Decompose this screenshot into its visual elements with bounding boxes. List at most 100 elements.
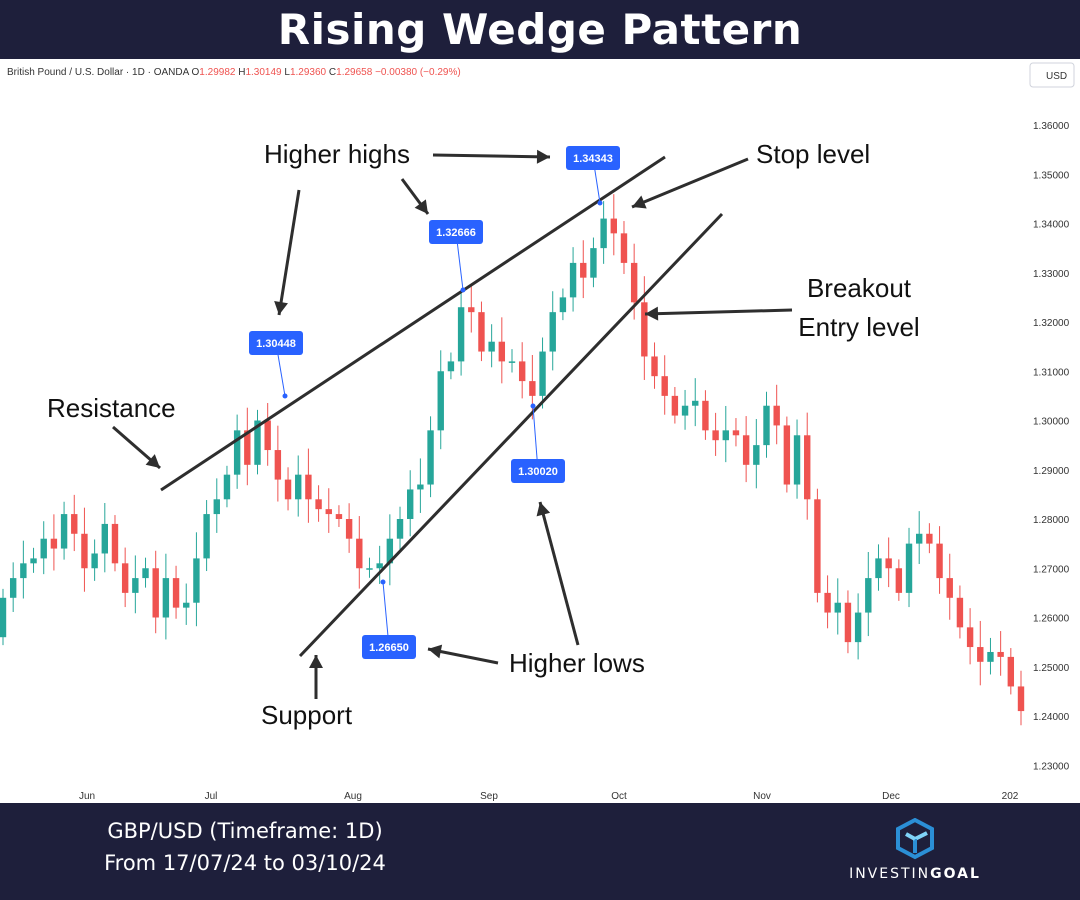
- candle-body: [946, 578, 953, 598]
- candle-body: [498, 341, 506, 362]
- candle-body: [722, 430, 729, 441]
- breakout-label: Breakout: [807, 273, 912, 303]
- cube-logo-icon: [896, 818, 934, 860]
- candle-body: [559, 297, 567, 313]
- candle-body: [508, 361, 516, 363]
- candle-body: [630, 262, 638, 303]
- y-tick-label: 1.35000: [1033, 170, 1070, 181]
- candle-body: [518, 361, 526, 382]
- higher-lows-arrow-head: [536, 502, 551, 517]
- candle-body: [193, 558, 200, 603]
- higher-highs-arrow-head: [274, 301, 288, 315]
- higher-highs-arrow-shaft: [277, 189, 301, 316]
- candle-body: [9, 578, 17, 598]
- x-tick-label: Jun: [79, 791, 95, 802]
- price-marker-dot: [597, 200, 603, 206]
- candle-body: [152, 568, 159, 618]
- candle-body: [457, 307, 465, 362]
- candle-body: [81, 533, 88, 569]
- candle-body: [692, 400, 699, 406]
- footer-date-range: From 17/07/24 to 03/10/24: [104, 851, 386, 875]
- candle-body: [610, 218, 617, 234]
- higher-lows-label: Higher lows: [509, 648, 645, 678]
- candle-body: [345, 519, 353, 539]
- candle-body: [732, 430, 740, 436]
- candle-body: [233, 430, 241, 475]
- ohlc-value: 1.30149: [245, 67, 284, 78]
- candle-body: [875, 558, 882, 579]
- price-label-bg: [511, 459, 565, 483]
- candle-body: [824, 592, 831, 613]
- investingoal-logo: INVESTINGOAL: [830, 818, 1000, 888]
- footer-timeframe: GBP/USD (Timeframe: 1D): [107, 819, 383, 843]
- candle-body: [254, 420, 261, 465]
- y-tick-label: 1.30000: [1033, 417, 1070, 428]
- y-tick-label: 1.26000: [1033, 614, 1070, 625]
- x-tick-label: Oct: [611, 791, 627, 802]
- candle-body: [213, 499, 220, 515]
- candle-body: [0, 597, 7, 638]
- candle-body: [773, 405, 780, 426]
- support-label: Support: [261, 700, 353, 730]
- y-tick-label: 1.27000: [1033, 564, 1070, 575]
- candle-body: [356, 538, 363, 569]
- candle-body: [987, 651, 994, 662]
- currency-label: USD: [1046, 71, 1067, 82]
- candle-body: [111, 523, 119, 564]
- higher-lows-arrow-head: [428, 644, 443, 659]
- resistance-line: [160, 155, 666, 492]
- candle-body: [376, 563, 383, 569]
- ohlc-label: O: [192, 67, 200, 78]
- candle-body: [885, 558, 892, 569]
- y-tick-label: 1.28000: [1033, 515, 1070, 526]
- candle-body: [641, 302, 648, 357]
- candle-body: [793, 435, 801, 485]
- candle-body: [651, 356, 658, 377]
- candle-body: [804, 435, 811, 500]
- candle-body: [305, 474, 312, 500]
- y-tick-label: 1.24000: [1033, 712, 1070, 723]
- instrument-header: British Pound / U.S. Dollar · 1D · OANDA…: [7, 67, 461, 78]
- candle-body: [1007, 656, 1015, 687]
- x-tick-label: Nov: [753, 791, 771, 802]
- price-label-bg: [429, 220, 483, 244]
- candle-body: [712, 430, 719, 441]
- candle-body: [865, 578, 872, 613]
- candle-body: [40, 538, 47, 559]
- candle-body: [854, 612, 862, 643]
- footer: GBP/USD (Timeframe: 1D) From 17/07/24 to…: [0, 803, 1080, 900]
- stop-level-arrow-head: [632, 195, 647, 209]
- resistance-label: Resistance: [47, 393, 176, 423]
- ohlc-value: 1.29658: [336, 67, 375, 78]
- candle-body: [936, 543, 943, 579]
- candle-body: [539, 351, 546, 396]
- candle-body: [569, 262, 577, 298]
- candle-body: [30, 558, 37, 564]
- price-marker-dot: [530, 403, 536, 409]
- x-tick-label: 202: [1002, 791, 1019, 802]
- candle-body: [814, 499, 821, 593]
- change-value: −0.00380 (−0.29%): [375, 67, 461, 78]
- chart-panel: British Pound / U.S. Dollar · 1D · OANDA…: [0, 59, 1080, 803]
- candlestick-chart: British Pound / U.S. Dollar · 1D · OANDA…: [0, 62, 1075, 802]
- candle-body: [468, 307, 475, 313]
- y-tick-label: 1.23000: [1033, 761, 1070, 772]
- support-arrow-head: [309, 655, 323, 668]
- candle-body: [437, 371, 444, 431]
- candle-body: [905, 543, 913, 593]
- y-tick-label: 1.33000: [1033, 269, 1070, 280]
- candle-body: [366, 568, 373, 570]
- price-label-text: 1.30020: [518, 466, 558, 478]
- candle-body: [702, 400, 709, 431]
- stop-level-arrow-shaft: [631, 157, 749, 209]
- candle-body: [172, 578, 180, 608]
- candle-body: [580, 262, 587, 278]
- y-tick-label: 1.34000: [1033, 220, 1070, 231]
- candle-body: [427, 430, 434, 485]
- candle-body: [620, 233, 628, 263]
- candle-body: [600, 218, 607, 249]
- y-tick-label: 1.32000: [1033, 318, 1070, 329]
- candle-body: [407, 489, 414, 519]
- page-title: Rising Wedge Pattern: [0, 0, 1080, 59]
- price-label-text: 1.26650: [369, 642, 409, 654]
